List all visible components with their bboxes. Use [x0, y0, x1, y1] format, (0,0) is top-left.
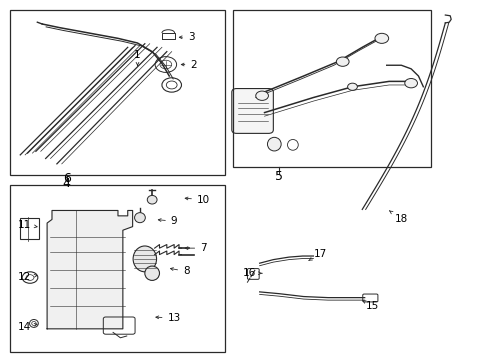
Polygon shape — [47, 211, 133, 329]
Ellipse shape — [147, 195, 157, 204]
Text: 6: 6 — [63, 172, 71, 185]
Text: 11: 11 — [18, 220, 37, 230]
Ellipse shape — [135, 213, 146, 223]
Bar — [10, 185, 225, 352]
Ellipse shape — [268, 137, 281, 151]
Text: 7: 7 — [185, 243, 207, 253]
FancyBboxPatch shape — [232, 89, 273, 134]
Text: 4: 4 — [63, 177, 71, 190]
Circle shape — [347, 83, 357, 90]
Text: 1: 1 — [134, 50, 141, 66]
Text: 5: 5 — [275, 170, 283, 183]
Text: 18: 18 — [390, 211, 408, 224]
Circle shape — [375, 33, 389, 43]
Text: 2: 2 — [181, 59, 197, 69]
Text: 17: 17 — [309, 248, 327, 261]
Text: 15: 15 — [363, 300, 379, 311]
Bar — [10, 10, 225, 175]
Text: 8: 8 — [171, 266, 190, 276]
Ellipse shape — [145, 266, 159, 280]
Text: 14: 14 — [18, 322, 37, 332]
Text: 9: 9 — [158, 216, 177, 226]
Bar — [20, 218, 39, 239]
Text: 12: 12 — [18, 272, 37, 282]
Ellipse shape — [133, 246, 157, 272]
Text: 10: 10 — [185, 195, 210, 205]
Circle shape — [405, 78, 417, 88]
Text: 13: 13 — [156, 313, 181, 323]
Circle shape — [256, 91, 269, 100]
Bar — [233, 10, 431, 167]
Text: 3: 3 — [179, 32, 195, 42]
Circle shape — [336, 57, 349, 66]
Text: 16: 16 — [243, 268, 262, 278]
